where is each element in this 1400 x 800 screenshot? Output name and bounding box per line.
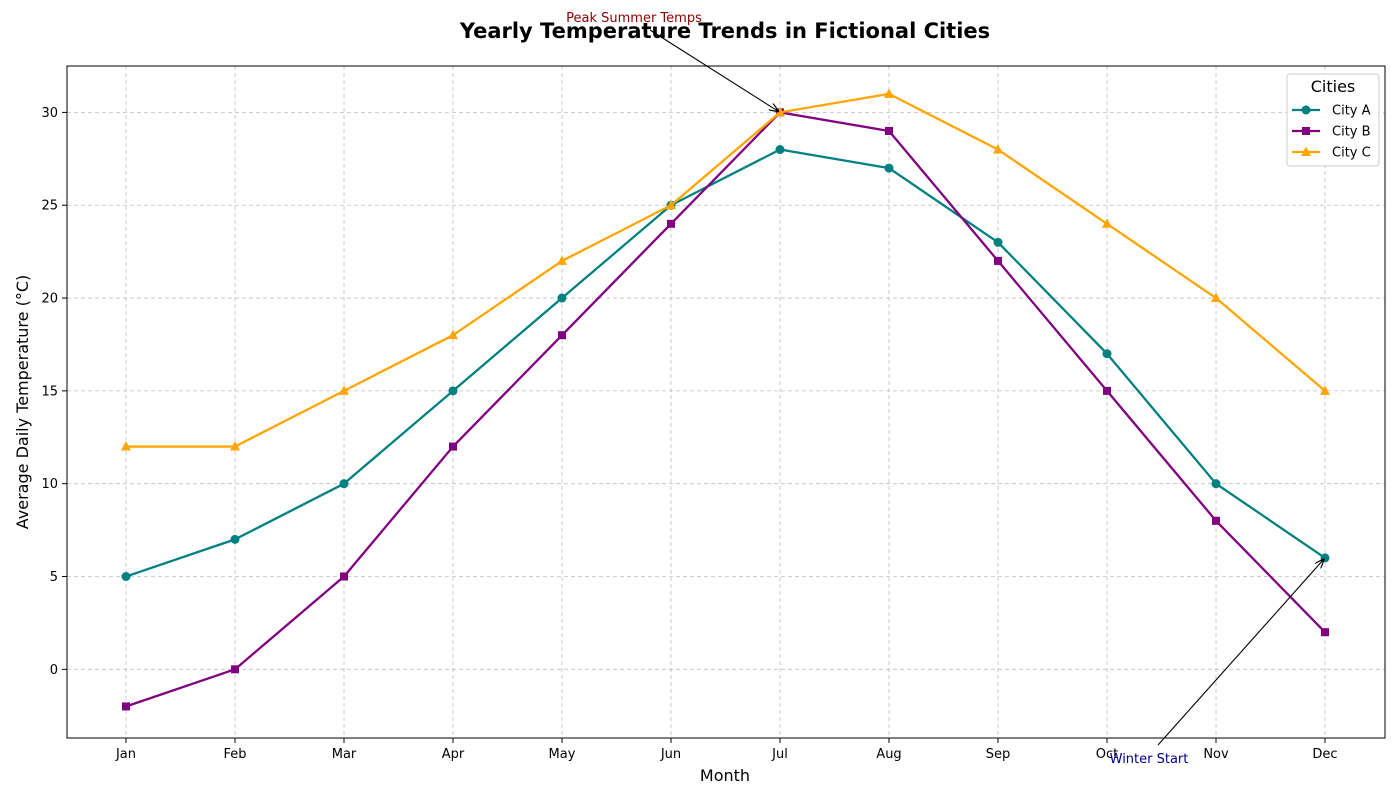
y-tick-label: 20 (41, 292, 58, 307)
data-point (1211, 292, 1221, 303)
data-point (230, 441, 240, 451)
annotations: Peak Summer Temps Winter Start (566, 11, 1324, 767)
y-tick-label: 10 (41, 477, 58, 492)
y-tick-label: 5 (50, 570, 58, 585)
y-tick-label: 30 (41, 106, 58, 121)
annotation-text: Winter Start (1110, 752, 1189, 767)
grid (67, 66, 1385, 738)
series-line (125, 148, 1326, 578)
legend-marker (1301, 105, 1311, 115)
annotation-text: Peak Summer Temps (566, 11, 702, 26)
chart-title: Yearly Temperature Trends in Fictional C… (459, 19, 990, 43)
data-point (1103, 386, 1111, 395)
data-point (339, 479, 349, 489)
legend-label: City C (1332, 146, 1371, 161)
data-point (230, 534, 240, 544)
data-point (339, 385, 349, 395)
data-point (1102, 218, 1112, 228)
series-city-c (121, 88, 1330, 451)
data-point (557, 293, 567, 303)
legend: Cities City A City B City C (1286, 73, 1380, 167)
legend-item: City B (1292, 125, 1371, 140)
data-point (667, 219, 675, 228)
x-tick-label: Jan (115, 747, 136, 762)
y-tick-label: 25 (41, 199, 58, 214)
data-point (993, 237, 1003, 247)
data-point (1321, 628, 1329, 637)
annotation: Winter Start (1110, 559, 1324, 767)
data-point (122, 702, 130, 711)
y-tick-label: 0 (50, 663, 58, 678)
series-line (125, 111, 1326, 708)
legend-label: City A (1332, 104, 1371, 119)
y-axis-label: Average Daily Temperature (°C) (13, 275, 32, 529)
x-tick-label: Nov (1203, 747, 1229, 762)
legend-title: Cities (1311, 77, 1356, 96)
data-point (231, 665, 239, 674)
series-group (121, 88, 1330, 711)
data-point (121, 441, 131, 451)
data-point (558, 331, 566, 340)
x-tick-label: Jul (771, 747, 788, 762)
plot-frame (66, 65, 1386, 739)
x-tick-label: Aug (876, 747, 901, 762)
data-point (993, 144, 1003, 154)
annotation-arrow (1157, 559, 1324, 746)
x-tick-label: Jun (660, 747, 681, 762)
data-point (1102, 349, 1112, 359)
series-city-a (121, 145, 1330, 581)
legend-item: City C (1292, 146, 1371, 161)
data-point (557, 255, 567, 265)
data-point (448, 386, 458, 396)
legend-marker (1301, 146, 1311, 156)
data-point (121, 571, 131, 581)
data-point (1320, 385, 1330, 395)
x-tick-label: Sep (986, 747, 1011, 762)
x-tick-label: Mar (332, 747, 357, 762)
data-point (775, 145, 785, 155)
legend-item: City A (1292, 104, 1371, 119)
annotation-arrow (649, 29, 778, 111)
data-point (448, 329, 458, 340)
x-tick-label: May (549, 747, 576, 762)
legend-label: City B (1332, 125, 1371, 140)
data-point (1211, 479, 1221, 489)
data-point (340, 572, 348, 581)
legend-box (1286, 73, 1380, 167)
legend-marker (1302, 127, 1310, 135)
data-point (884, 88, 894, 98)
data-point (885, 126, 893, 135)
x-tick-label: Oct (1096, 747, 1118, 762)
data-point (994, 256, 1002, 265)
series-city-b (122, 108, 1329, 711)
annotation: Peak Summer Temps (566, 11, 778, 111)
x-tick-label: Apr (442, 747, 465, 762)
data-point (449, 442, 457, 451)
axes: Jan Feb Mar Apr May Jun Jul Aug Sep Oct Nov Dec 0 5 10… (41, 65, 1386, 762)
x-tick-label: Dec (1312, 747, 1337, 762)
data-point (1212, 516, 1220, 525)
x-tick-label: Feb (223, 747, 246, 762)
series-line (126, 92, 1326, 448)
data-point (666, 199, 676, 210)
x-axis-label: Month (700, 766, 750, 785)
y-tick-label: 15 (41, 384, 58, 399)
data-point (884, 163, 894, 173)
